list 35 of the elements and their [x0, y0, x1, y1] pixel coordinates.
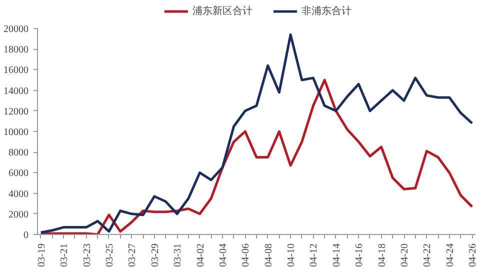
y-tick-label: 0 — [24, 230, 28, 241]
x-tick-label: 03-21 — [59, 243, 70, 267]
x-tick-label: 03-31 — [172, 243, 184, 267]
legend-label: 浦东新区合计 — [192, 4, 252, 18]
x-tick-label: 04-18 — [376, 243, 388, 267]
x-tick-label: 04-04 — [218, 243, 229, 267]
y-tick-label: 12000 — [4, 106, 28, 118]
x-tick-label: 04-26 — [468, 243, 479, 267]
x-tick-label: 04-08 — [263, 243, 274, 267]
line-series — [40, 33, 474, 234]
x-tick-label: 04-22 — [422, 243, 434, 267]
y-tick-label: 20000 — [4, 24, 28, 35]
x-tick-label: 04-24 — [444, 243, 456, 267]
y-tick-label: 10000 — [4, 127, 28, 138]
x-tick-label: 03-23 — [82, 243, 93, 267]
line-series — [40, 78, 474, 234]
x-tick-label: 03-29 — [150, 243, 161, 267]
y-tick-label: 8000 — [8, 148, 28, 159]
y-tick-label: 6000 — [8, 168, 28, 180]
x-tick-label: 04-02 — [195, 243, 206, 267]
x-tick-label: 03-27 — [127, 243, 138, 267]
y-tick-label: 2000 — [8, 209, 28, 220]
x-tick-label: 04-12 — [308, 243, 320, 267]
x-tick-label: 04-16 — [354, 243, 366, 267]
y-tick-label: 14000 — [4, 86, 28, 97]
x-tick-label: 04-06 — [240, 243, 252, 267]
x-tick-label: 04-20 — [400, 243, 411, 267]
x-tick-label: 03-25 — [104, 243, 116, 267]
x-tick-label: 04-10 — [286, 243, 298, 267]
legend-label: 非浦东合计 — [302, 4, 352, 18]
y-tick-label: 18000 — [4, 44, 28, 56]
x-tick-label: 04-14 — [331, 243, 342, 267]
y-tick-label: 4000 — [8, 188, 28, 200]
y-tick-label: 16000 — [4, 65, 28, 76]
x-tick-label: 03-19 — [36, 243, 48, 267]
